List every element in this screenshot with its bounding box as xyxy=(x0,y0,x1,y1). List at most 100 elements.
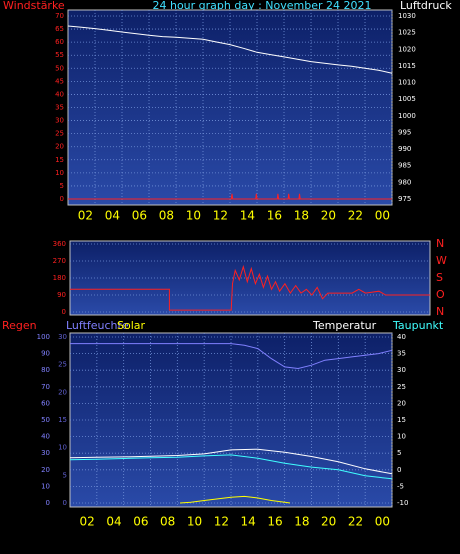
y2-tick-label: 25 xyxy=(397,383,406,391)
y2-tick-label: 1030 xyxy=(398,12,416,20)
x-tick-label: 16 xyxy=(267,209,282,223)
y-tick-label: 180 xyxy=(53,274,66,282)
x-tick-label: 08 xyxy=(159,209,174,223)
y-tick-label: 0 xyxy=(60,195,64,203)
y2-tick-label: 980 xyxy=(398,178,411,186)
x-tick-label: 14 xyxy=(240,209,255,223)
legend-label: Luftfeuchte xyxy=(66,319,129,332)
y-tick-label: 100 xyxy=(37,333,50,341)
y2-tick-label: 1000 xyxy=(398,112,416,120)
y-tick-label: 30 xyxy=(55,117,64,125)
x-tick-label: 08 xyxy=(160,515,175,529)
y2-tick-label: N xyxy=(436,237,444,250)
x-tick-label: 16 xyxy=(267,515,282,529)
y-tick-label: 55 xyxy=(55,51,64,59)
y-tick-label: 60 xyxy=(41,399,50,407)
x-tick-label: 00 xyxy=(375,515,390,529)
x-tick-label: 20 xyxy=(321,209,336,223)
y2-tick-label: 30 xyxy=(397,366,406,374)
x-tick-label: 02 xyxy=(78,209,93,223)
y-tick-label: 0 xyxy=(62,308,66,316)
y-tick-label: 15 xyxy=(55,156,64,164)
x-tick-label: 22 xyxy=(348,515,363,529)
y2-tick-label: 995 xyxy=(398,128,411,136)
y-tick-label: 40 xyxy=(41,433,50,441)
series-line xyxy=(70,264,430,311)
legend-label: Solar xyxy=(117,319,146,332)
y3-axis-label: Regen xyxy=(2,319,37,332)
series-line xyxy=(69,454,393,480)
y-tick-label: 0 xyxy=(46,499,50,507)
y2-tick-label: O xyxy=(436,288,445,301)
x-tick-label: 04 xyxy=(106,515,121,529)
y3-tick-label: 20 xyxy=(58,388,67,396)
y2-tick-label: N xyxy=(436,305,444,318)
y2-tick-label: 40 xyxy=(397,333,406,341)
y2-tick-label: 10 xyxy=(397,433,406,441)
y2-tick-label: -10 xyxy=(397,499,408,507)
x-tick-label: 04 xyxy=(105,209,120,223)
y2-tick-label: -5 xyxy=(397,482,404,490)
x-tick-label: 06 xyxy=(133,515,148,529)
y2-tick-label: 35 xyxy=(397,350,406,358)
y2-tick-label: 0 xyxy=(397,466,401,474)
y-tick-label: 65 xyxy=(55,25,64,33)
y-tick-label: 20 xyxy=(41,466,50,474)
x-tick-label: 06 xyxy=(132,209,147,223)
y-tick-label: 70 xyxy=(55,12,64,20)
y-tick-label: 90 xyxy=(57,291,66,299)
y-tick-label: 10 xyxy=(55,169,64,177)
y-tick-label: 50 xyxy=(41,416,50,424)
y-axis-label: Windstärke xyxy=(3,0,65,12)
y2-axis-label: Luftdruck xyxy=(400,0,452,12)
x-tick-label: 10 xyxy=(186,209,201,223)
y2-tick-label: 1010 xyxy=(398,79,416,87)
x-tick-label: 02 xyxy=(80,515,95,529)
y-tick-label: 25 xyxy=(55,130,64,138)
y3-tick-label: 25 xyxy=(58,361,67,369)
y2-tick-label: S xyxy=(436,271,443,284)
series-line xyxy=(69,448,393,475)
y-tick-label: 10 xyxy=(41,482,50,490)
x-tick-label: 10 xyxy=(187,515,202,529)
y2-tick-label: 15 xyxy=(397,416,406,424)
y2-tick-label: 975 xyxy=(398,195,411,203)
series-line xyxy=(67,25,393,74)
x-tick-label: 22 xyxy=(348,209,363,223)
y3-tick-label: 10 xyxy=(58,444,67,452)
y2-tick-label: W xyxy=(436,254,447,267)
y2-tick-label: 1020 xyxy=(398,45,416,53)
y2-tick-label: 990 xyxy=(398,145,411,153)
y-tick-label: 40 xyxy=(55,90,64,98)
y-tick-label: 45 xyxy=(55,77,64,85)
y-tick-label: 360 xyxy=(53,240,66,248)
x-tick-label: 18 xyxy=(294,209,309,223)
chart-title: 24 hour graph day : November 24 2021 xyxy=(152,0,371,12)
x-tick-label: 00 xyxy=(375,209,390,223)
x-tick-label: 20 xyxy=(321,515,336,529)
series-line xyxy=(179,495,291,504)
y2-tick-label: 1025 xyxy=(398,29,416,37)
y-tick-label: 60 xyxy=(55,38,64,46)
series-line xyxy=(68,193,392,200)
legend-label: Temperatur xyxy=(312,319,377,332)
y2-tick-label: 20 xyxy=(397,399,406,407)
y-tick-label: 80 xyxy=(41,366,50,374)
x-tick-label: 18 xyxy=(294,515,309,529)
y2-tick-label: 5 xyxy=(397,449,401,457)
y3-tick-label: 0 xyxy=(63,499,67,507)
x-tick-label: 12 xyxy=(213,209,228,223)
y-tick-label: 35 xyxy=(55,104,64,112)
x-tick-label: 12 xyxy=(214,515,229,529)
y3-tick-label: 15 xyxy=(58,416,67,424)
y-tick-label: 20 xyxy=(55,143,64,151)
y2-tick-label: 1005 xyxy=(398,95,416,103)
y2-tick-label: 1015 xyxy=(398,62,416,70)
y-tick-label: 50 xyxy=(55,64,64,72)
y3-tick-label: 5 xyxy=(63,471,67,479)
y-tick-label: 30 xyxy=(41,449,50,457)
y-tick-label: 90 xyxy=(41,350,50,358)
y-tick-label: 270 xyxy=(53,257,66,265)
y-tick-label: 70 xyxy=(41,383,50,391)
